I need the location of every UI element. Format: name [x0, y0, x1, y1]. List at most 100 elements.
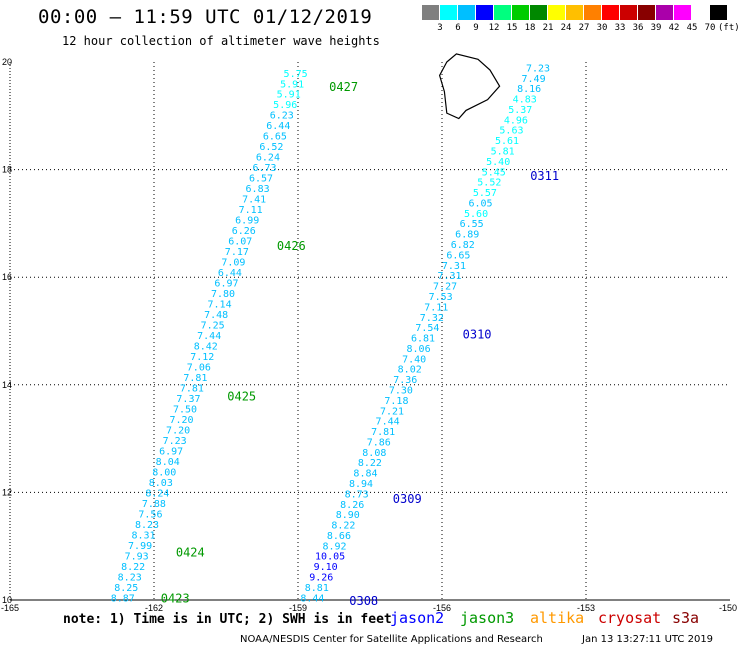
legend-swatch: [584, 5, 601, 20]
wave-height-value: 7.21: [380, 406, 404, 417]
wave-height-value: 7.11: [239, 205, 263, 216]
pass-time-label: 0311: [530, 169, 559, 183]
wave-height-value: 5.91: [280, 79, 304, 90]
wave-height-value: 6.99: [235, 216, 259, 227]
wave-height-value: 7.48: [204, 310, 228, 321]
wave-height-value: 8.00: [152, 467, 176, 478]
wave-height-value: 8.24: [145, 488, 169, 499]
wave-height-value: 7.88: [142, 499, 166, 510]
wave-height-value: 8.73: [345, 489, 369, 500]
x-tick-label: -156: [433, 603, 451, 613]
wave-height-value: 8.81: [305, 583, 329, 594]
wave-height-value: 7.54: [415, 323, 439, 334]
y-tick-label: 18: [2, 165, 12, 175]
legend-label: 42: [668, 23, 680, 33]
wave-height-value: 7.86: [367, 437, 391, 448]
wave-height-value: 7.27: [433, 282, 457, 293]
y-tick-label: 10: [2, 595, 12, 605]
pass-time-label: 0423: [161, 591, 190, 605]
legend-swatch: [548, 5, 565, 20]
wave-height-value: 6.26: [232, 226, 256, 237]
x-tick-label: -162: [145, 603, 163, 613]
wave-height-value: 7.99: [128, 541, 152, 552]
wave-height-value: 7.20: [170, 415, 194, 426]
pass-time-label: 0424: [176, 546, 205, 560]
wave-height-value: 7.44: [197, 331, 221, 342]
wave-height-value: 7.06: [187, 363, 211, 374]
pass-time-label: 0425: [227, 390, 256, 404]
wave-height-value: 8.22: [358, 458, 382, 469]
wave-height-value: 5.75: [284, 69, 308, 80]
wave-height-value: 7.81: [183, 373, 207, 384]
wave-height-value: 5.57: [473, 188, 497, 199]
wave-height-value: 8.90: [336, 510, 360, 521]
satellite-jason2-label: jason2: [390, 609, 445, 627]
wave-height-value: 8.42: [194, 342, 218, 353]
wave-height-value: 7.20: [166, 425, 190, 436]
wave-height-value: 9.10: [314, 562, 338, 573]
wave-height-value: 6.82: [451, 240, 475, 251]
wave-height-value: 5.61: [495, 136, 519, 147]
legend-label: 12: [488, 23, 500, 33]
legend-label: 30: [596, 23, 608, 33]
wave-height-value: 5.45: [482, 167, 506, 178]
wave-height-value: 7.17: [225, 247, 249, 258]
wave-height-value: 7.18: [384, 396, 408, 407]
wave-height-value: 6.23: [270, 111, 294, 122]
satellite-s3a-label: s3a: [672, 609, 700, 627]
legend-label: 3: [437, 23, 443, 33]
legend-label: 27: [578, 23, 590, 33]
wave-height-value: 9.26: [309, 573, 333, 584]
wave-height-value: 7.12: [190, 352, 214, 363]
wave-height-value: 5.52: [477, 178, 501, 189]
wave-height-value: 6.97: [159, 446, 183, 457]
wave-height-value: 7.23: [163, 436, 187, 447]
legend-swatch: [530, 5, 547, 20]
wave-height-value: 6.05: [468, 198, 492, 209]
legend-swatch: [674, 5, 691, 20]
wave-height-value: 5.81: [491, 147, 515, 158]
y-tick-label: 12: [2, 487, 12, 497]
satellite-cryosat-label: cryosat: [598, 609, 662, 627]
legend-swatch: [602, 5, 619, 20]
wave-height-value: 8.25: [114, 583, 138, 594]
wave-height-value: 7.31: [442, 261, 466, 272]
wave-height-value: 6.97: [214, 279, 238, 290]
wave-height-value: 8.03: [149, 478, 173, 489]
legend-swatch: [566, 5, 583, 20]
wave-height-value: 5.91: [277, 90, 301, 101]
y-tick-label: 14: [2, 380, 12, 390]
legend-swatch: [458, 5, 475, 20]
x-tick-label: -159: [289, 603, 307, 613]
wave-height-value: 7.09: [221, 258, 245, 269]
legend-swatch: [710, 5, 727, 20]
satellite-jason3-label: jason3: [460, 609, 515, 627]
legend-label: 6: [455, 23, 461, 33]
wave-height-value: 7.30: [389, 385, 413, 396]
wave-height-value: 8.84: [353, 469, 377, 480]
legend-swatch: [656, 5, 673, 20]
legend-swatch: [440, 5, 457, 20]
wave-height-value: 10.05: [315, 552, 345, 563]
wave-height-value: 6.65: [263, 132, 287, 143]
wave-height-value: 6.73: [252, 163, 276, 174]
y-tick-label: 20: [2, 57, 12, 67]
wave-height-value: 8.04: [156, 457, 180, 468]
legend-swatch: [638, 5, 655, 20]
wave-height-value: 8.44: [300, 593, 324, 604]
wave-height-value: 5.96: [273, 100, 297, 111]
legend-swatch: [476, 5, 493, 20]
wave-height-value: 7.49: [522, 74, 546, 85]
wave-height-value: 8.16: [517, 84, 541, 95]
legend-label: 39: [650, 23, 662, 33]
legend-swatch: [620, 5, 637, 20]
x-tick-label: -153: [577, 603, 595, 613]
wave-height-value: 8.94: [349, 479, 373, 490]
legend-swatch: [692, 5, 709, 20]
wave-height-value: 7.50: [173, 404, 197, 415]
pass-time-label: 0308: [349, 594, 378, 608]
wave-height-value: 7.32: [420, 313, 444, 324]
wave-height-value: 7.81: [180, 383, 204, 394]
map-subtitle: 12 hour collection of altimeter wave hei…: [62, 34, 380, 48]
wave-height-value: 8.06: [407, 344, 431, 355]
